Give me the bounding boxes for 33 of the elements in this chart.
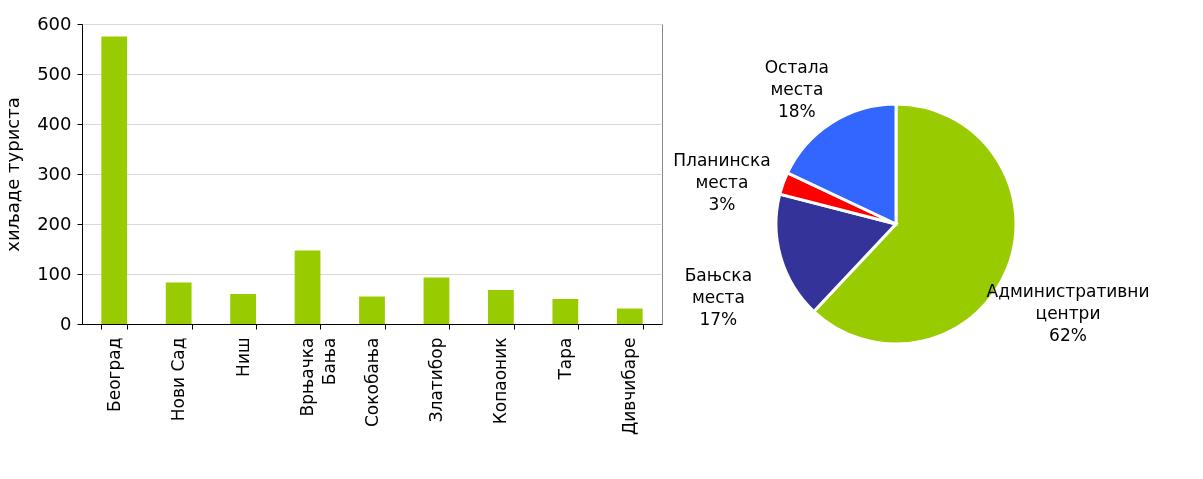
x-tick-label: Ниш <box>232 337 253 377</box>
bar <box>165 282 192 324</box>
y-tick-label: 500 <box>37 62 72 84</box>
bar <box>552 299 579 324</box>
data-label: 62% <box>1049 325 1087 346</box>
y-tick-label: 600 <box>37 12 72 34</box>
bar <box>488 290 514 324</box>
y-tick-label: 200 <box>37 212 72 234</box>
bar <box>359 296 385 324</box>
x-tick-label: Сокобања <box>361 337 382 428</box>
y-tick-label: 400 <box>37 112 72 134</box>
x-tick-label: Београд <box>103 337 124 412</box>
bar <box>230 294 256 324</box>
data-label: 18% <box>777 100 816 121</box>
data-label: 17% <box>699 308 738 329</box>
y-tick-label: 300 <box>37 162 72 184</box>
slice-label: Планинска места <box>673 150 771 193</box>
bar <box>616 308 643 324</box>
slice-label: Бањска места <box>684 264 753 307</box>
bar <box>294 250 321 324</box>
x-tick-label: Нови Сад <box>168 337 189 422</box>
x-tick-label: Тара <box>554 337 575 381</box>
bar <box>423 277 450 324</box>
bar <box>101 36 128 324</box>
data-label: 3% <box>708 194 736 215</box>
x-tick-label: Златибор <box>425 337 446 423</box>
x-tick-label: Врњачка Бања <box>297 337 340 417</box>
y-axis-title: хиљаде туриста <box>2 97 24 252</box>
y-tick-label: 0 <box>60 312 72 334</box>
y-tick-label: 100 <box>37 262 72 284</box>
x-tick-label: Копаоник <box>490 337 511 425</box>
x-tick-label: Дивчибаре <box>619 337 640 436</box>
slice-label: Остала места <box>764 56 830 99</box>
